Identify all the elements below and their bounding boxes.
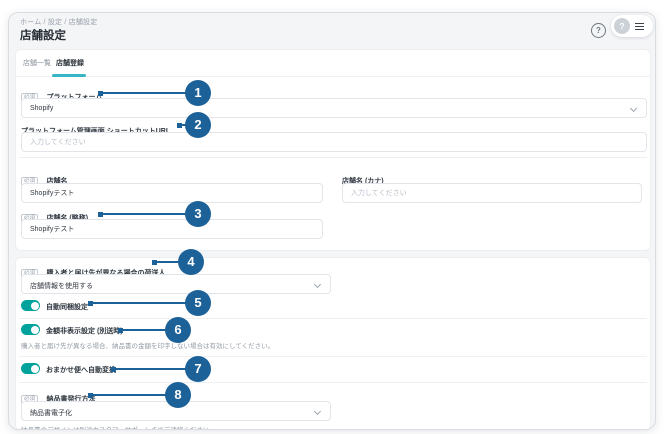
help-icon[interactable]: ? <box>591 23 606 38</box>
store-name-short-label-row: 必須 店舗名 (略称) <box>21 207 88 223</box>
shipper-select[interactable]: 店舗情報を使用する <box>21 274 331 294</box>
auto-bundle-toggle[interactable] <box>21 300 40 311</box>
annotation-square-1 <box>98 90 103 96</box>
shipper-label-row: 必須 購入者と届け先が異なる場合の荷送人 <box>21 262 165 278</box>
annotation-line-3 <box>101 213 187 215</box>
avatar[interactable]: ? <box>614 18 630 34</box>
hide-amount-helper: 購入者と届け先が異なる場合、納品書の金額を印字しない場合は有効にしてください。 <box>21 343 275 350</box>
store-name-label-row: 必須 店舗名 <box>21 170 67 186</box>
annotation-square-7 <box>111 366 116 372</box>
tab-store-register[interactable]: 店舗登録 <box>56 60 84 67</box>
annotation-square-2 <box>177 122 182 128</box>
annotation-marker-3: 3 <box>185 201 211 227</box>
breadcrumb[interactable]: ホーム / 設定 / 店舗設定 <box>20 19 98 26</box>
annotation-marker-1: 1 <box>185 80 211 106</box>
store-options-card: 必須 購入者と届け先が異なる場合の荷送人 店舗情報を使用する 自動同梱設定 金額… <box>15 257 651 429</box>
annotation-marker-6: 6 <box>165 317 191 343</box>
divider <box>19 356 647 357</box>
annotation-square-8 <box>88 392 93 398</box>
annotation-line-2 <box>180 124 187 126</box>
annotation-marker-7: 7 <box>185 356 211 382</box>
annotation-line-4 <box>155 261 180 263</box>
store-name-input[interactable] <box>21 183 323 203</box>
auto-bundle-label: 自動同梱設定 <box>46 304 88 311</box>
invoice-label: 納品書発行方法 <box>46 396 96 403</box>
shipper-select-value: 店舗情報を使用する <box>30 283 93 290</box>
divider <box>19 318 647 319</box>
platform-select-value: Shopify <box>30 105 54 112</box>
omakase-label: おまかせ便へ自動変換 <box>46 367 116 374</box>
annotation-line-5 <box>91 302 187 304</box>
annotation-marker-4: 4 <box>178 249 204 275</box>
store-register-card: 店舗一覧 店舗登録 必須 プラットフォーム Shopify プラットフォーム管理… <box>15 49 651 251</box>
shipper-label: 購入者と届け先が異なる場合の荷送人 <box>46 270 165 277</box>
chevron-down-icon <box>629 104 638 113</box>
annotation-marker-5: 5 <box>185 290 211 316</box>
invoice-label-row: 必須 納品書発行方法 <box>21 388 95 404</box>
annotation-square-3 <box>98 211 103 217</box>
shortcut-url-input[interactable] <box>21 132 647 152</box>
platform-label: プラットフォーム <box>46 94 102 101</box>
user-menu[interactable]: ? <box>611 15 653 37</box>
app-window: ホーム / 設定 / 店舗設定 店舗設定 ? ? 店舗一覧 店舗登録 必須 プラ… <box>8 12 656 430</box>
store-name-label: 店舗名 <box>46 178 68 185</box>
divider <box>19 382 647 383</box>
invoice-select-value: 納品書電子化 <box>30 410 72 417</box>
tab-store-list[interactable]: 店舗一覧 <box>23 60 51 67</box>
annotation-square-5 <box>88 300 93 306</box>
platform-label-row: 必須 プラットフォーム <box>21 86 102 102</box>
invoice-helper: 納品書のデザインは別途カスタマーサポートまでご連絡ください。 <box>21 424 216 429</box>
shortcut-url-label: プラットフォーム管理画面 ショートカットURL <box>21 128 170 135</box>
platform-select[interactable]: Shopify <box>21 98 647 118</box>
chevron-down-icon <box>313 280 322 289</box>
annotation-square-4 <box>152 259 157 265</box>
store-name-kana-label: 店舗名 (カナ) <box>342 178 384 185</box>
store-name-kana-label-row: 店舗名 (カナ) <box>342 170 384 185</box>
tab-bar: 店舗一覧 店舗登録 <box>16 50 650 77</box>
active-tab-underline <box>52 74 86 77</box>
page-title: 店舗設定 <box>20 30 66 42</box>
store-name-short-label: 店舗名 (略称) <box>46 215 88 222</box>
chevron-down-icon <box>313 407 322 416</box>
store-name-short-input[interactable] <box>21 219 323 239</box>
annotation-marker-8: 8 <box>165 382 191 408</box>
shortcut-url-label-row: プラットフォーム管理画面 ショートカットURL <box>21 120 170 135</box>
store-name-kana-input[interactable] <box>342 183 642 203</box>
hide-amount-toggle[interactable] <box>21 324 40 335</box>
annotation-line-8 <box>91 394 167 396</box>
annotation-line-1 <box>101 92 187 94</box>
divider <box>19 157 647 158</box>
annotation-line-6 <box>121 329 167 331</box>
annotation-square-6 <box>118 327 123 333</box>
annotation-marker-2: 2 <box>185 112 211 138</box>
annotation-line-7 <box>114 368 187 370</box>
menu-icon[interactable] <box>635 23 644 32</box>
omakase-toggle[interactable] <box>21 363 40 374</box>
hide-amount-label: 金額非表示設定 (別送時) <box>46 328 123 335</box>
